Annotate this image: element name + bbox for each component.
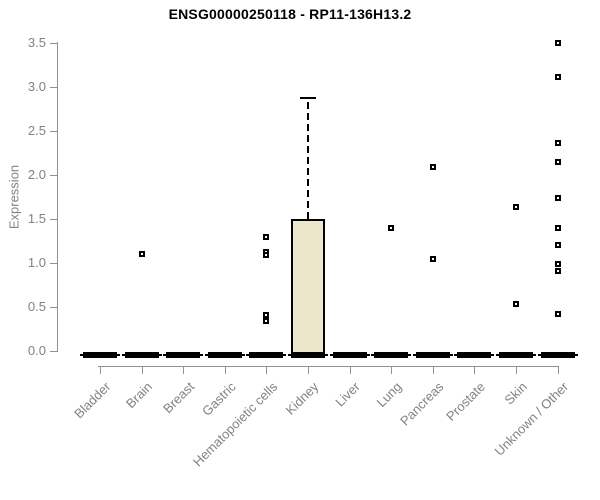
outlier-point: [554, 140, 561, 147]
whisker-line: [307, 97, 309, 219]
median-bar: [83, 352, 117, 358]
median-bar: [374, 352, 409, 358]
outlier-point: [263, 248, 270, 255]
outlier-point: [138, 251, 145, 258]
x-axis-tick: [432, 366, 434, 374]
y-tick-label: 1.5: [27, 211, 46, 226]
y-axis-tick: [50, 131, 57, 132]
y-tick-label: 0.0: [27, 343, 46, 358]
y-tick-label: 2.0: [27, 167, 46, 182]
x-axis-tick: [308, 366, 309, 374]
x-category-label-text: Skin: [501, 379, 530, 408]
outlier-point: [263, 233, 270, 240]
outlier-point: [554, 267, 561, 274]
median-bar: [332, 352, 367, 358]
x-category-label-text: Unknown / Other: [491, 379, 572, 459]
x-category-label-text: Gastric: [198, 379, 239, 419]
y-tick-label: 1.0: [27, 255, 46, 270]
y-tick-label: 0.5: [27, 299, 46, 314]
outlier-point: [388, 224, 395, 231]
outlier-point: [263, 311, 270, 318]
outlier-point: [263, 318, 270, 325]
y-axis-tick: [50, 351, 57, 352]
outlier-point: [554, 224, 561, 231]
y-tick-label: 2.5: [27, 123, 46, 138]
y-axis-tick: [50, 87, 57, 88]
x-category-label-text: Liver: [332, 379, 364, 410]
outlier-point: [263, 252, 270, 259]
median-bar: [415, 352, 450, 358]
x-category-label-text: Brain: [123, 379, 156, 412]
y-tick-label: 3.0: [27, 79, 46, 94]
x-axis-tick: [100, 366, 101, 374]
outlier-point: [554, 194, 561, 201]
x-category-label-text: Kidney: [282, 379, 322, 418]
y-axis-tick: [50, 263, 57, 264]
median-bar: [499, 352, 533, 358]
x-axis-line: [98, 366, 559, 367]
outlier-point: [554, 311, 561, 318]
x-category-label-text: Prostate: [443, 379, 488, 424]
median-bar: [166, 352, 201, 358]
median-bar: [291, 352, 325, 358]
x-category-label-text: Lung: [373, 379, 405, 411]
chart-title: ENSG00000250118 - RP11-136H13.2: [168, 6, 412, 22]
x-axis-tick: [183, 366, 185, 374]
x-axis-tick: [349, 366, 351, 374]
x-category-label-text: Pancreas: [396, 379, 447, 429]
median-bar: [457, 352, 492, 358]
median-bar: [540, 352, 575, 358]
outlier-point: [554, 40, 561, 46]
x-axis-tick: [224, 366, 226, 374]
y-axis-tick: [50, 307, 57, 308]
median-bar: [207, 352, 242, 358]
outlier-point: [554, 242, 561, 249]
y-axis-tick: [50, 175, 57, 176]
x-axis-tick: [141, 366, 143, 374]
x-axis-tick: [474, 366, 476, 374]
median-bar: [124, 352, 159, 358]
outlier-point: [554, 158, 561, 165]
median-bar: [249, 352, 284, 358]
y-axis-tick: [50, 43, 57, 44]
x-axis-tick: [557, 366, 559, 374]
x-axis-tick: [516, 366, 517, 374]
x-category-label-text: Breast: [159, 379, 197, 417]
x-category-label-text: Bladder: [71, 379, 114, 422]
x-axis-tick: [266, 366, 268, 374]
outlier-point: [554, 260, 561, 267]
outlier-point: [513, 203, 519, 210]
outlier-point: [429, 164, 436, 171]
y-axis-line: [57, 42, 58, 352]
outlier-point: [429, 255, 436, 262]
outlier-point: [513, 301, 519, 308]
y-tick-label: 3.5: [27, 35, 46, 50]
y-axis-tick: [50, 219, 57, 220]
x-axis-tick: [391, 366, 393, 374]
box-iqr: [291, 219, 325, 358]
outlier-point: [554, 74, 561, 81]
